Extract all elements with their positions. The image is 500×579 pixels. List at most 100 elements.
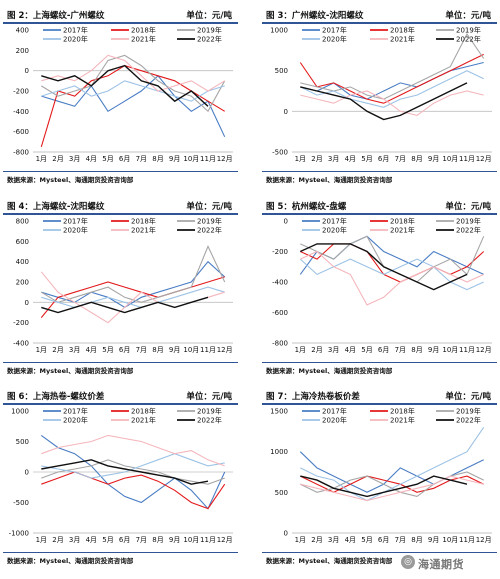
x-tick-label: 8月 bbox=[411, 346, 422, 354]
x-tick-label: 10月 bbox=[442, 346, 458, 354]
x-tick-label: 5月 bbox=[361, 155, 372, 163]
series-line-2018 bbox=[300, 243, 485, 283]
header-rule bbox=[3, 22, 238, 24]
x-tick-label: 12月 bbox=[217, 536, 233, 544]
chart-unit: 单位：元/吨 bbox=[445, 11, 491, 21]
x-tick-label: 10月 bbox=[183, 346, 199, 354]
x-tick-label: 10月 bbox=[442, 536, 458, 544]
chart-source: 数据来源：Mysteel、海通期货投资咨询部 bbox=[266, 176, 393, 184]
legend-label: 2022年 bbox=[197, 35, 222, 44]
y-tick-label: 0 bbox=[284, 108, 288, 116]
x-tick-label: 6月 bbox=[378, 155, 389, 163]
footer-rule bbox=[262, 551, 497, 553]
x-tick-label: 9月 bbox=[169, 536, 180, 544]
x-tick-label: 6月 bbox=[119, 155, 130, 163]
series-line-2020 bbox=[41, 453, 225, 479]
legend-label: 2019年 bbox=[456, 26, 481, 35]
chart-title: 图 7：上海冷热卷板价差 bbox=[266, 392, 360, 402]
watermark-text: 海通期货 bbox=[418, 558, 464, 571]
series-line-2017 bbox=[299, 451, 484, 493]
y-tick-label: 0 bbox=[25, 469, 29, 477]
chart-unit: 单位：元/吨 bbox=[445, 392, 491, 402]
legend-item: 2020年 bbox=[43, 35, 88, 44]
chart-unit: 单位：元/吨 bbox=[186, 392, 232, 402]
x-tick-label: 4月 bbox=[345, 536, 356, 544]
legend-item: 2018年 bbox=[111, 26, 156, 35]
legend-item: 2019年 bbox=[436, 217, 481, 226]
y-tick-label: -200 bbox=[272, 248, 288, 256]
series-line-2021 bbox=[300, 90, 484, 116]
legend-label: 2022年 bbox=[197, 416, 222, 425]
legend-label: 2020年 bbox=[63, 416, 88, 425]
series-line-2020 bbox=[300, 426, 485, 502]
legend-label: 2022年 bbox=[456, 416, 481, 425]
legend-item: 2020年 bbox=[302, 416, 347, 425]
series-line-2018 bbox=[41, 471, 226, 510]
legend-label: 2020年 bbox=[322, 416, 347, 425]
chart-unit: 单位：元/吨 bbox=[186, 202, 232, 212]
legend-item: 2019年 bbox=[177, 26, 222, 35]
y-tick-label: 0 bbox=[284, 530, 288, 538]
x-tick-label: 8月 bbox=[152, 536, 163, 544]
y-tick-label: -400 bbox=[13, 340, 29, 348]
series-line-2021 bbox=[41, 54, 225, 92]
legend-label: 2018年 bbox=[390, 217, 415, 226]
series-line-2017 bbox=[40, 434, 226, 510]
x-tick-label: 2月 bbox=[52, 346, 63, 354]
chart-header: 图 3：广州螺纹-沈阳螺纹 单位：元/吨 bbox=[262, 4, 497, 22]
x-tick-label: 9月 bbox=[428, 155, 439, 163]
legend-label: 2021年 bbox=[390, 226, 415, 235]
legend-item: 2019年 bbox=[436, 407, 481, 416]
x-tick-label: 5月 bbox=[102, 346, 113, 354]
x-tick-label: 4月 bbox=[345, 155, 356, 163]
y-tick-label: 0 bbox=[25, 67, 29, 75]
y-tick-label: -500 bbox=[13, 499, 29, 507]
legend-item: 2017年 bbox=[43, 217, 88, 226]
y-tick-label: -400 bbox=[272, 279, 288, 287]
legend-item: 2022年 bbox=[177, 226, 222, 235]
chart-panel: 图 2：上海螺纹-广州螺纹 单位：元/吨 数据来源：Mysteel、海通期货投资咨询… bbox=[3, 4, 238, 184]
chart-header: 图 7：上海冷热卷板价差 单位：元/吨 bbox=[262, 385, 497, 403]
x-tick-label: 6月 bbox=[378, 536, 389, 544]
header-rule bbox=[262, 213, 497, 215]
x-tick-label: 3月 bbox=[69, 155, 80, 163]
series-line-2019 bbox=[300, 235, 485, 283]
y-tick-label: -800 bbox=[272, 340, 288, 348]
series-line-2021 bbox=[40, 271, 225, 324]
legend-item: 2018年 bbox=[370, 217, 415, 226]
legend-item: 2021年 bbox=[370, 416, 415, 425]
series-line-2022 bbox=[41, 459, 209, 485]
y-tick-label: 200 bbox=[16, 47, 29, 55]
legend-label: 2022年 bbox=[456, 226, 481, 235]
x-tick-label: 9月 bbox=[169, 346, 180, 354]
series-line-2022 bbox=[300, 82, 468, 121]
y-tick-label: 200 bbox=[16, 279, 29, 287]
legend-item: 2022年 bbox=[436, 226, 481, 235]
line-chart: 1000 500 0 -500 1月 2月 3月 4月 5月 6月 7月 8月 9月 10月 11月 12月 2… bbox=[270, 26, 492, 163]
x-tick-label: 4月 bbox=[345, 346, 356, 354]
chart-source: 数据来源：Mysteel、海通期货投资咨询部 bbox=[266, 367, 393, 375]
series-line-2019 bbox=[41, 459, 225, 485]
chart-header: 图 6：上海热卷-螺纹价差 单位：元/吨 bbox=[3, 385, 238, 403]
x-tick-label: 1月 bbox=[295, 346, 306, 354]
series-line-2018 bbox=[300, 475, 484, 493]
x-tick-label: 11月 bbox=[200, 155, 216, 163]
legend-label: 2018年 bbox=[390, 407, 415, 416]
x-tick-label: 1月 bbox=[36, 346, 47, 354]
y-tick-label: 400 bbox=[16, 258, 29, 266]
header-rule bbox=[3, 403, 238, 405]
legend-item: 2020年 bbox=[302, 226, 347, 235]
series-line-2022 bbox=[41, 296, 209, 314]
x-tick-label: 12月 bbox=[476, 346, 492, 354]
x-tick-label: 1月 bbox=[36, 155, 47, 163]
chart-source: 数据来源：Mysteel、海通期货投资咨询部 bbox=[7, 367, 134, 375]
x-tick-label: 10月 bbox=[183, 155, 199, 163]
line-chart: 400 200 0 -200 -400 -600 -800 1月 2月 3月 4月 5月 6月 7月 8月 9… bbox=[13, 26, 233, 163]
legend-item: 2018年 bbox=[111, 407, 156, 416]
line-chart: 0 -200 -400 -600 -800 1月 2月 3月 4月 5月 6月 7月 8月 9月 10月 11… bbox=[272, 217, 492, 354]
x-tick-label: 7月 bbox=[395, 155, 406, 163]
chart-unit: 单位：元/吨 bbox=[445, 202, 491, 212]
x-tick-label: 5月 bbox=[361, 536, 372, 544]
chart-panel: 图 3：广州螺纹-沈阳螺纹 单位：元/吨数据来源：Mysteel、海通期货投资咨询… bbox=[262, 4, 497, 184]
series-line-2018 bbox=[40, 276, 225, 318]
